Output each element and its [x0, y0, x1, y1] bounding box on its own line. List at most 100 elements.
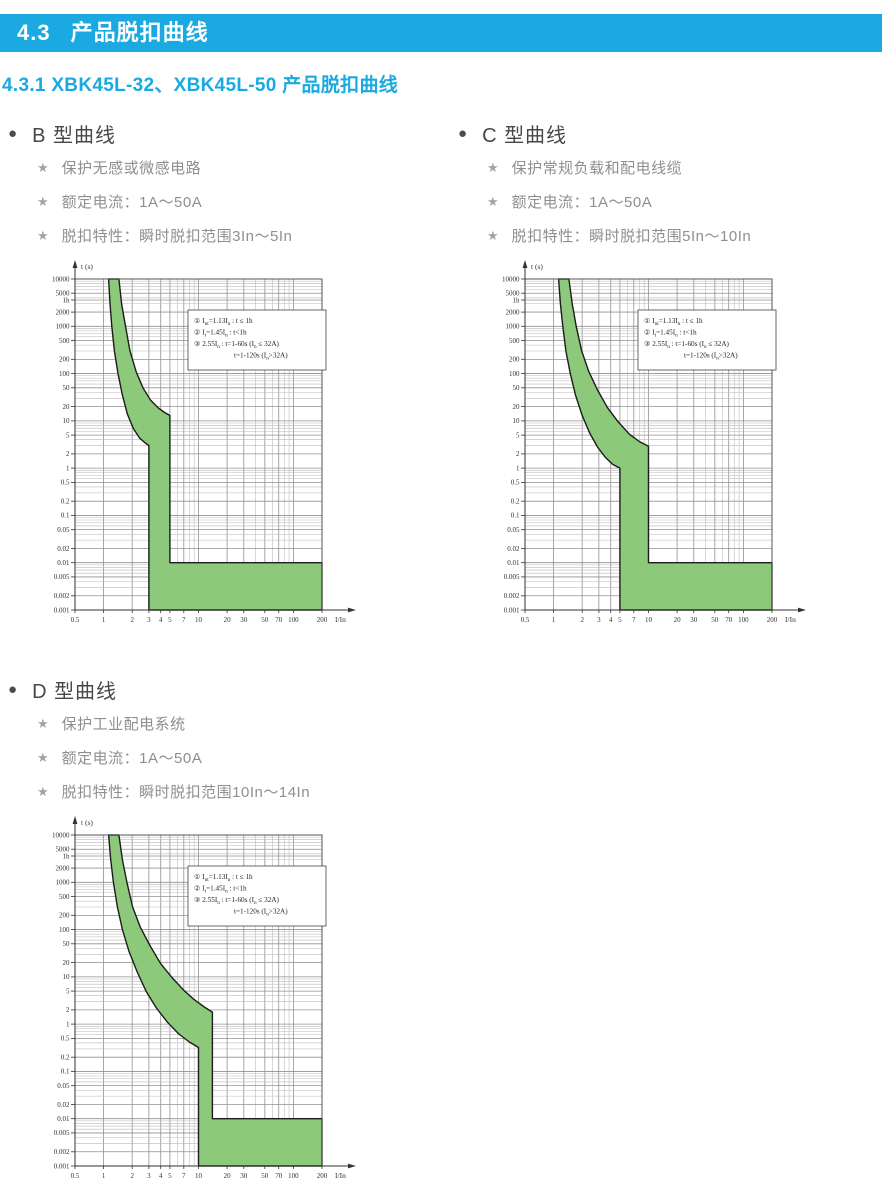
svg-text:1000: 1000: [56, 879, 71, 887]
curve-section-b: ● B 型曲线 ★ 保护无感或微感电路 ★ 额定电流：1A～50A ★ 脱扣特性：瞬时…: [8, 120, 438, 259]
bullet-dot-icon: ●: [458, 124, 468, 142]
svg-text:10000: 10000: [502, 275, 520, 283]
curve-section-d-bullets: ★ 保护工业配电系统 ★ 额定电流：1A～50A ★ 脱扣特性：瞬时脱扣范围10In～…: [8, 713, 438, 801]
section-number: 4.3: [17, 20, 51, 45]
subsection-title: 4.3.1 XBK45L-32、XBK45L-50 产品脱扣曲线: [2, 75, 399, 96]
list-item: ★ 额定电流：1A～50A: [37, 747, 438, 767]
svg-text:② It=1.45In : t<1h: ② It=1.45In : t<1h: [194, 885, 247, 895]
svg-text:5: 5: [168, 616, 172, 624]
svg-text:5000: 5000: [56, 290, 71, 298]
svg-text:500: 500: [59, 893, 70, 901]
svg-text:10000: 10000: [52, 831, 70, 839]
svg-text:0.002: 0.002: [504, 592, 520, 600]
svg-text:③ 2.55In : t=1-60s (In ≤ 32A): ③ 2.55In : t=1-60s (In ≤ 32A): [644, 340, 730, 350]
list-item: ★ 脱扣特性：瞬时脱扣范围10In～14In: [37, 781, 438, 801]
curve-section-b-bullets: ★ 保护无感或微感电路 ★ 额定电流：1A～50A ★ 脱扣特性：瞬时脱扣范围3In～…: [8, 157, 438, 245]
star-icon: ★: [37, 715, 49, 731]
svg-text:70: 70: [275, 1172, 283, 1180]
svg-text:I/In: I/In: [785, 615, 796, 624]
svg-text:0.1: 0.1: [61, 512, 70, 520]
svg-text:2000: 2000: [56, 864, 71, 872]
svg-text:2: 2: [580, 616, 584, 624]
svg-text:200: 200: [317, 616, 328, 624]
svg-text:0.5: 0.5: [61, 1035, 70, 1043]
svg-text:20: 20: [63, 403, 71, 411]
svg-text:1: 1: [516, 464, 520, 472]
bullet-dot-icon: ●: [8, 124, 18, 142]
svg-text:0.002: 0.002: [54, 592, 70, 600]
svg-text:500: 500: [509, 337, 520, 345]
svg-text:20: 20: [513, 403, 521, 411]
svg-text:① Int=1.13In : t ≤ 1h: ① Int=1.13In : t ≤ 1h: [194, 873, 253, 883]
svg-text:② It=1.45In : t<1h: ② It=1.45In : t<1h: [644, 329, 697, 339]
svg-text:t (s): t (s): [81, 262, 93, 271]
svg-text:7: 7: [182, 616, 186, 624]
bullet-text: 额定电流：1A～50A: [61, 193, 203, 211]
svg-text:2: 2: [66, 1006, 70, 1014]
section-header-bar: 4.3 产品脱扣曲线: [0, 14, 882, 52]
svg-text:0.001: 0.001: [54, 606, 70, 614]
svg-text:50: 50: [63, 940, 71, 948]
svg-text:t=1-120s (In>32A): t=1-120s (In>32A): [684, 352, 738, 362]
svg-text:3: 3: [147, 616, 151, 624]
list-item: ★ 脱扣特性：瞬时脱扣范围3In～5In: [37, 225, 438, 245]
svg-text:1: 1: [66, 464, 70, 472]
svg-text:1: 1: [102, 1172, 106, 1180]
svg-text:20: 20: [63, 959, 71, 967]
svg-text:100: 100: [288, 1172, 299, 1180]
svg-text:0.001: 0.001: [504, 606, 520, 614]
svg-text:50: 50: [513, 384, 521, 392]
curve-section-c-bullets: ★ 保护常规负载和配电线缆 ★ 额定电流：1A～50A ★ 脱扣特性：瞬时脱扣范围5I…: [458, 157, 882, 245]
svg-text:50: 50: [711, 616, 719, 624]
svg-text:50: 50: [261, 616, 269, 624]
svg-text:30: 30: [690, 616, 698, 624]
svg-text:0.2: 0.2: [61, 498, 70, 506]
star-icon: ★: [487, 227, 499, 243]
svg-text:20: 20: [224, 1172, 232, 1180]
svg-text:20: 20: [674, 616, 682, 624]
svg-text:2: 2: [130, 616, 134, 624]
svg-text:I/In: I/In: [335, 615, 346, 624]
svg-text:100: 100: [59, 926, 70, 934]
bullet-text: 保护工业配电系统: [61, 715, 186, 733]
svg-text:1000: 1000: [506, 323, 521, 331]
svg-text:4: 4: [609, 616, 613, 624]
bullet-text: 脱扣特性：瞬时脱扣范围5In～10In: [511, 227, 752, 245]
bullet-text: 保护无感或微感电路: [61, 159, 202, 177]
svg-text:5: 5: [66, 431, 70, 439]
svg-text:30: 30: [240, 1172, 248, 1180]
svg-text:0.05: 0.05: [57, 526, 70, 534]
svg-text:10: 10: [63, 973, 71, 981]
svg-text:5000: 5000: [506, 290, 521, 298]
svg-text:① Int=1.13In : t ≤ 1h: ① Int=1.13In : t ≤ 1h: [644, 317, 703, 327]
svg-text:0.02: 0.02: [507, 545, 520, 553]
svg-text:0.1: 0.1: [61, 1068, 70, 1076]
list-item: ★ 额定电流：1A～50A: [37, 191, 438, 211]
bullet-text: 保护常规负载和配电线缆: [511, 159, 683, 177]
svg-text:2000: 2000: [56, 308, 71, 316]
star-icon: ★: [487, 159, 499, 175]
svg-text:200: 200: [767, 616, 778, 624]
svg-text:2000: 2000: [506, 308, 521, 316]
list-item: ★ 脱扣特性：瞬时脱扣范围5In～10In: [487, 225, 882, 245]
svg-text:100: 100: [59, 370, 70, 378]
list-item: ★ 保护工业配电系统: [37, 713, 438, 733]
svg-text:5: 5: [618, 616, 622, 624]
svg-text:100: 100: [288, 616, 299, 624]
svg-text:50: 50: [261, 1172, 269, 1180]
svg-text:1: 1: [552, 616, 556, 624]
curve-section-d: ● D 型曲线 ★ 保护工业配电系统 ★ 额定电流：1A～50A ★ 脱扣特性：瞬时脱…: [8, 676, 438, 815]
svg-text:200: 200: [317, 1172, 328, 1180]
svg-text:7: 7: [632, 616, 636, 624]
svg-text:500: 500: [59, 337, 70, 345]
svg-text:10000: 10000: [52, 275, 70, 283]
svg-text:1: 1: [66, 1020, 70, 1028]
svg-text:2: 2: [130, 1172, 134, 1180]
list-item: ★ 保护常规负载和配电线缆: [487, 157, 882, 177]
svg-text:1h: 1h: [63, 296, 71, 304]
svg-text:t (s): t (s): [531, 262, 543, 271]
svg-text:0.005: 0.005: [54, 1129, 70, 1137]
